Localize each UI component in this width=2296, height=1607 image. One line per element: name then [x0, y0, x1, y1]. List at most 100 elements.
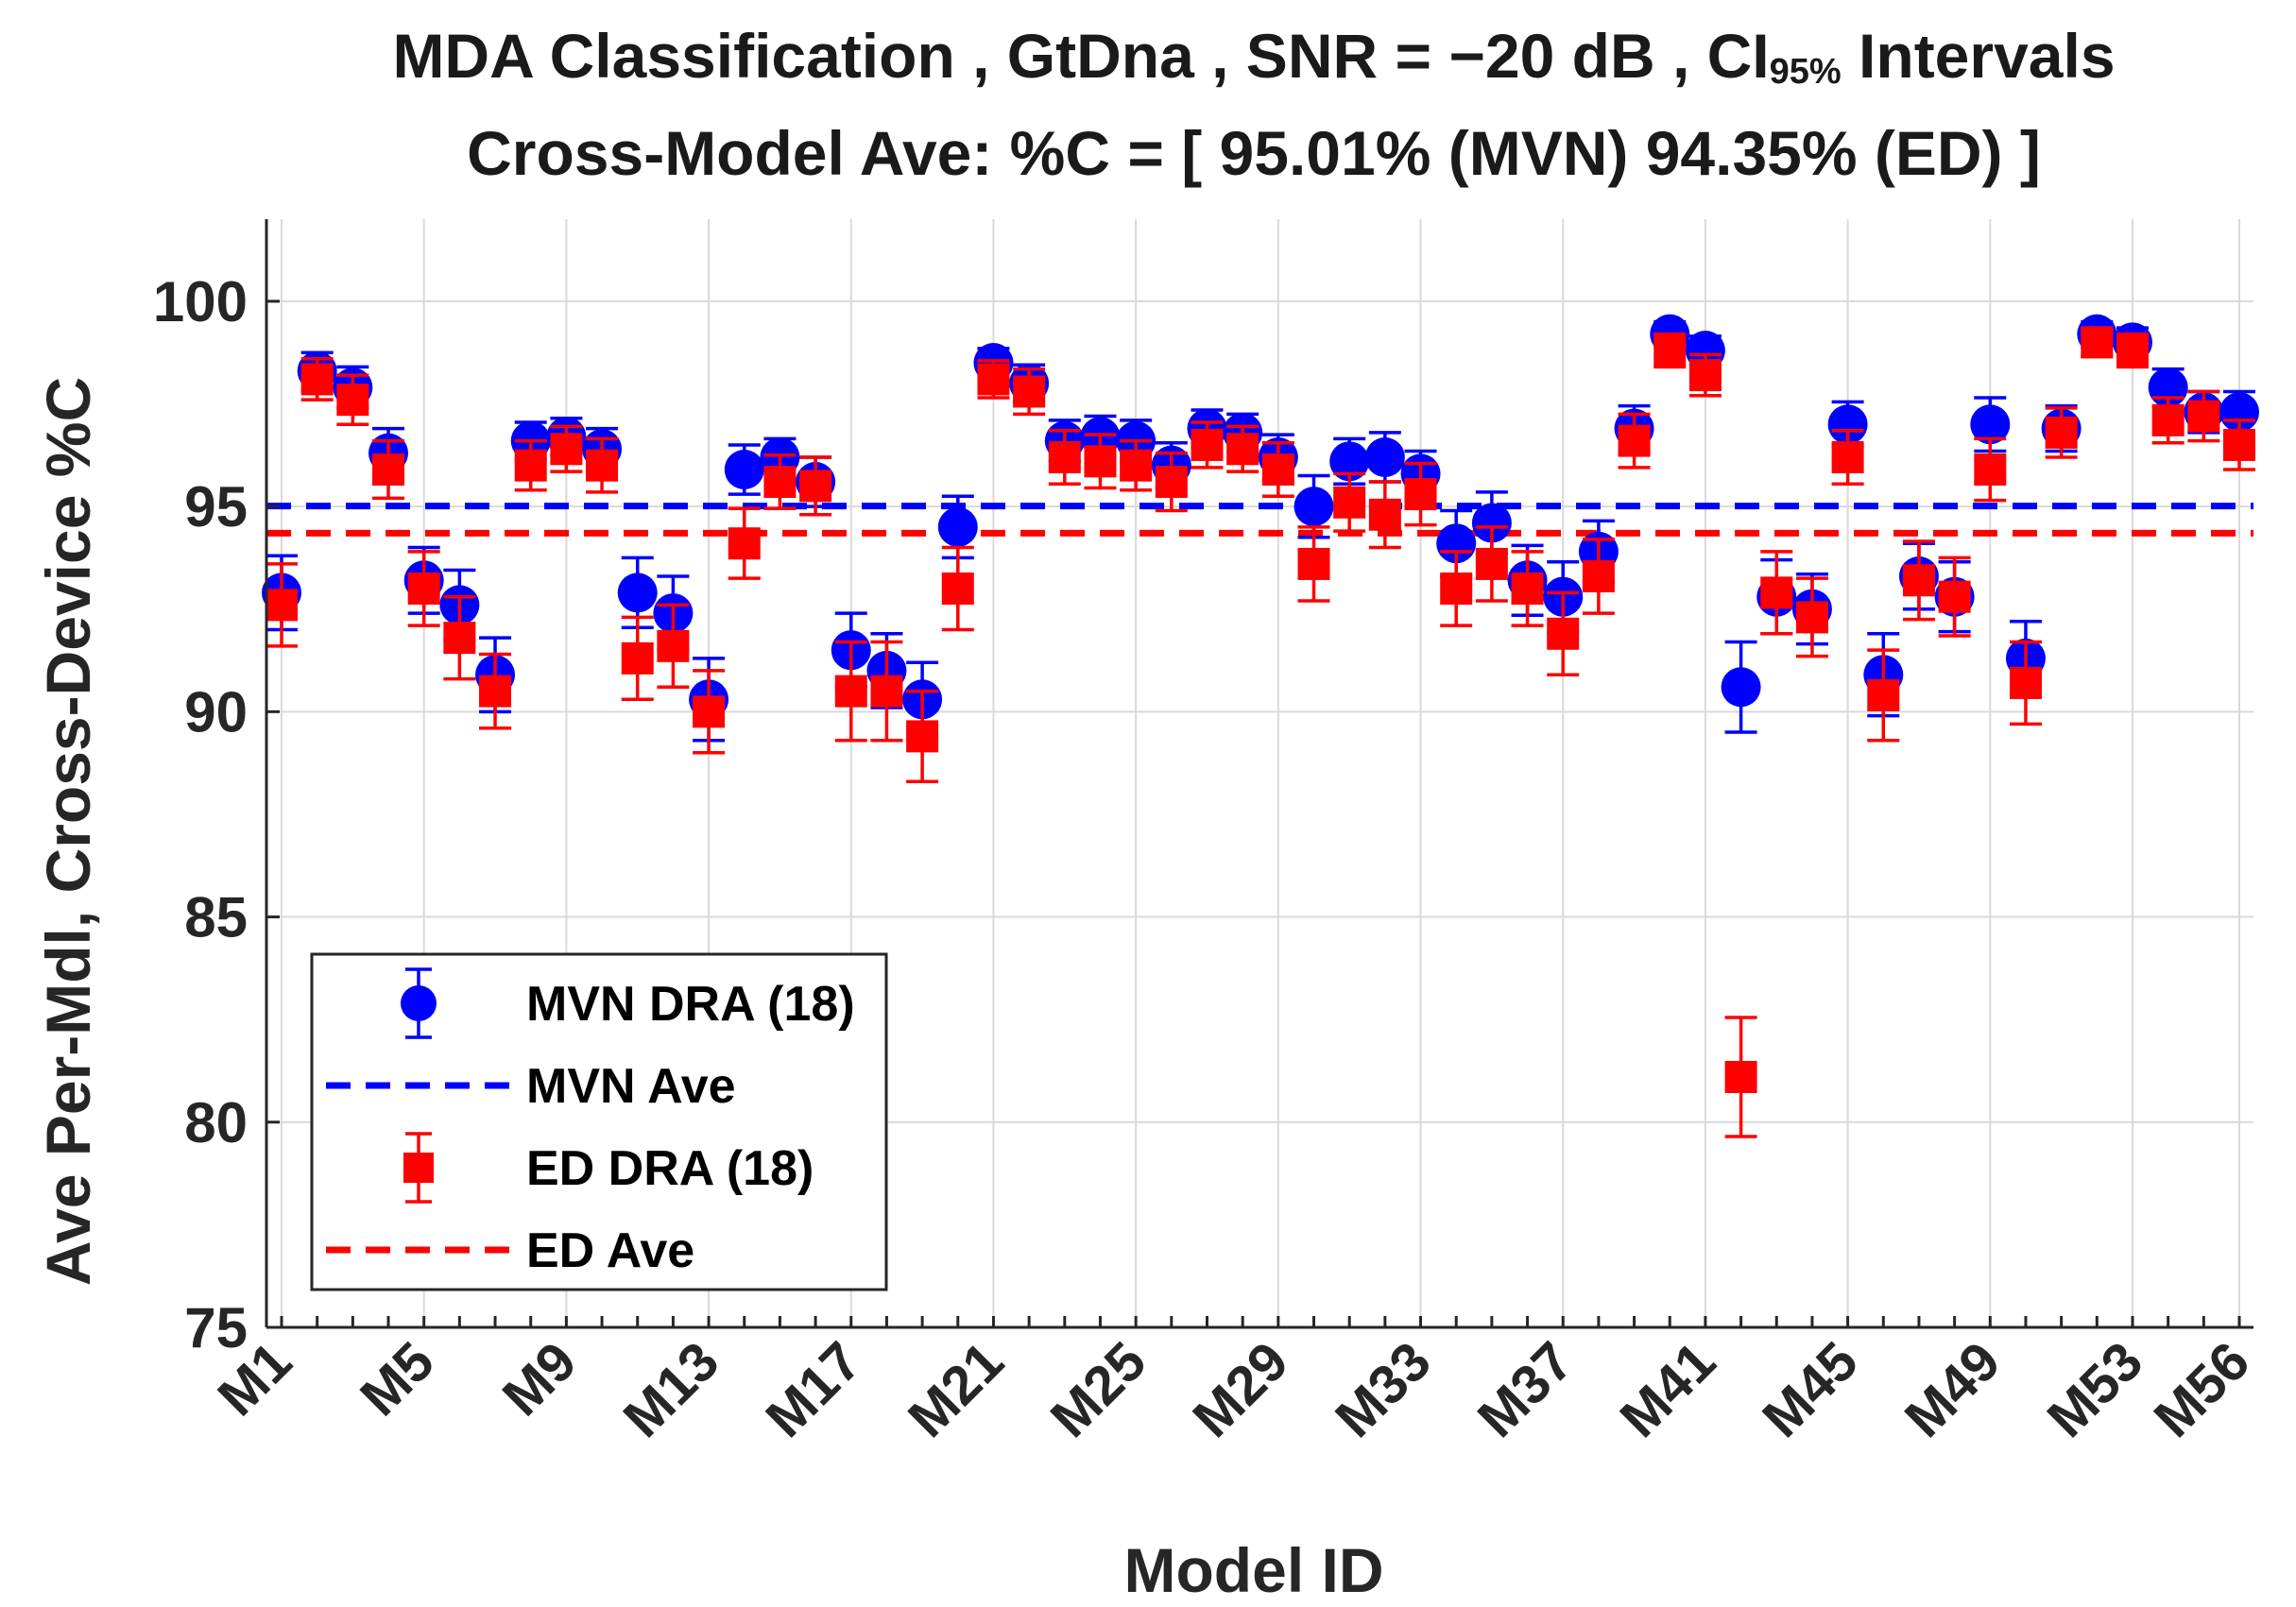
chart-title: MDA Classification , GtDna , SNR = −20 d… — [392, 21, 2115, 188]
x-tick-label: M29 — [1181, 1330, 1300, 1449]
data-point-square — [941, 573, 974, 605]
y-tick-label: 85 — [184, 886, 248, 949]
legend-label: ED DRA (18) — [526, 1141, 814, 1196]
data-point-square — [300, 363, 334, 396]
data-point-square — [728, 527, 761, 560]
data-point-circle — [1970, 404, 2011, 445]
data-point-circle — [1436, 523, 1477, 564]
data-point-square — [2009, 666, 2042, 699]
data-point-square — [1120, 449, 1153, 482]
data-point-square — [1831, 440, 1864, 473]
data-point-square — [514, 449, 547, 482]
data-point-square — [2116, 334, 2149, 368]
data-point-square — [1475, 547, 1508, 580]
legend-item-1: MVN Ave — [326, 1059, 736, 1114]
x-tick-label: M53 — [2035, 1330, 2154, 1449]
data-point-square — [1724, 1060, 1757, 1093]
data-point-square — [1760, 576, 1793, 609]
data-point-square — [657, 629, 690, 662]
axes — [265, 219, 2253, 1329]
legend-marker-square — [403, 1153, 434, 1183]
data-point-square — [799, 470, 832, 503]
y-tick-label: 80 — [184, 1091, 248, 1154]
data-point-square — [336, 384, 369, 417]
legend-label: MVN Ave — [526, 1059, 736, 1114]
data-point-square — [977, 363, 1010, 396]
data-point-circle — [1329, 441, 1370, 482]
y-tick-label: 90 — [184, 680, 248, 744]
data-point-square — [1013, 375, 1046, 408]
data-point-square — [1582, 559, 1615, 592]
y-tick-label: 95 — [184, 475, 248, 539]
data-point-circle — [617, 573, 658, 613]
data-point-square — [1867, 678, 1900, 711]
legend-item-0: MVN DRA (18) — [401, 967, 855, 1039]
data-point-square — [1333, 486, 1366, 519]
data-point-square — [479, 675, 512, 708]
data-point-square — [906, 720, 939, 753]
data-point-circle — [1471, 503, 1512, 543]
y-tick-label: 75 — [184, 1296, 248, 1359]
legend: MVN DRA (18) MVN Ave ED DRA (18) ED Ave — [310, 952, 888, 1291]
data-point-square — [1938, 580, 1971, 613]
data-point-square — [1547, 617, 1580, 650]
x-tick-label: M21 — [897, 1330, 1016, 1449]
data-point-circle — [724, 450, 764, 490]
data-point-square — [2045, 416, 2078, 449]
data-point-square — [550, 433, 583, 466]
x-tick-label: M5 — [349, 1330, 446, 1427]
x-tick-label: M56 — [2142, 1330, 2261, 1449]
data-point-square — [443, 622, 476, 655]
x-axis-label: Model ID — [1124, 1535, 1384, 1605]
data-point-square — [1261, 453, 1294, 487]
data-point-square — [266, 589, 298, 622]
legend-label: ED Ave — [526, 1223, 694, 1278]
data-point-square — [2081, 326, 2114, 359]
x-tick-label: M9 — [491, 1330, 589, 1427]
data-point-circle — [1364, 436, 1405, 477]
data-point-square — [693, 695, 726, 728]
data-point-square — [1795, 601, 1828, 634]
x-tick-labels: M1 M5 M9 M13 M17 M21 M25 M29 M33 M37 M41 M45 M49 M53M… — [206, 1330, 2261, 1449]
chart-title-line-2: Cross-Model Ave: %C = [ 95.01% (MVN) 94.… — [467, 118, 2041, 188]
data-series — [262, 314, 2259, 1138]
data-point-square — [586, 449, 619, 482]
title-main: MDA Classification , GtDna , SNR = −20 d… — [392, 21, 1769, 91]
legend-item-2: ED DRA (18) — [403, 1132, 814, 1204]
data-point-square — [1297, 547, 1330, 580]
data-point-circle — [1721, 667, 1761, 708]
x-tick-label: M25 — [1039, 1330, 1158, 1449]
data-point-square — [1368, 498, 1401, 531]
average-lines — [266, 503, 2253, 537]
data-point-square — [1084, 445, 1117, 478]
x-tick-label: M33 — [1324, 1330, 1443, 1449]
y-tick-label: 100 — [153, 270, 248, 333]
series-ed — [266, 326, 2255, 1138]
data-point-square — [1511, 573, 1544, 605]
chart-title-line-1: MDA Classification , GtDna , SNR = −20 d… — [392, 21, 2115, 92]
x-tick-label: M45 — [1751, 1330, 1870, 1449]
data-point-square — [834, 675, 867, 708]
data-point-square — [1155, 466, 1188, 499]
x-tick-label: M41 — [1608, 1330, 1727, 1449]
data-point-square — [1440, 573, 1473, 605]
legend-marker-circle — [401, 985, 437, 1021]
data-point-square — [1048, 440, 1081, 473]
data-point-circle — [937, 506, 978, 547]
title-subscript: 95% — [1770, 52, 1842, 92]
data-point-circle — [1827, 404, 1868, 445]
data-point-square — [1618, 424, 1651, 457]
data-point-square — [1688, 359, 1722, 392]
data-point-square — [2151, 403, 2185, 436]
x-tick-label: M13 — [612, 1330, 731, 1449]
data-point-square — [1653, 334, 1687, 368]
data-point-square — [763, 466, 797, 499]
data-point-square — [407, 573, 440, 605]
x-tick-label: M37 — [1466, 1330, 1585, 1449]
data-point-square — [1191, 428, 1224, 461]
x-tick-label: M17 — [754, 1330, 873, 1449]
legend-item-3: ED Ave — [326, 1223, 694, 1278]
data-point-square — [372, 453, 405, 487]
data-point-square — [1902, 564, 1935, 597]
